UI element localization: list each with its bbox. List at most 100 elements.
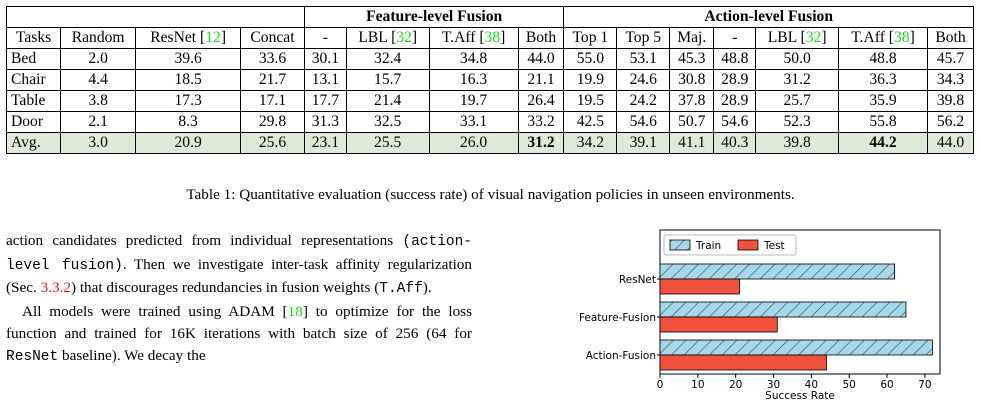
code-span: T.Aff <box>379 281 423 298</box>
table-cell: 33.2 <box>517 111 565 133</box>
text-span: ). <box>422 279 432 297</box>
column-header: T.Aff [38] <box>428 27 519 49</box>
table-cell: 55.8 <box>838 111 929 133</box>
table-cell: 23.1 <box>303 132 347 154</box>
category-label: Feature-Fusion <box>579 312 656 324</box>
column-header: Maj. <box>669 27 715 49</box>
legend-label: Train <box>695 240 721 252</box>
table-cell: 26.4 <box>517 90 565 112</box>
body-text: action candidates predicted from individ… <box>6 230 472 368</box>
table-header-spacer <box>6 6 305 28</box>
x-tick-label: 50 <box>843 379 856 391</box>
citation-link[interactable]: 38 <box>894 29 910 46</box>
table-cell: 3.0 <box>60 132 137 154</box>
table-cell: 25.7 <box>755 90 840 112</box>
table-cell: 29.8 <box>240 111 305 133</box>
table-cell: 39.8 <box>755 132 840 154</box>
citation-link[interactable]: 18 <box>287 303 303 321</box>
table-row: Avg. 3.0 20.9 25.6 23.1 25.5 26.0 31.2 34.2 39.1 4… <box>5 132 974 154</box>
table-cell: 50.7 <box>669 111 715 133</box>
table-cell: 2.0 <box>60 48 137 70</box>
citation-link[interactable]: 32 <box>396 29 412 46</box>
bar-train <box>659 263 895 280</box>
table-cell: 26.0 <box>428 132 519 154</box>
table-cell: 34.3 <box>927 69 974 91</box>
table-cell: 48.8 <box>713 48 757 70</box>
section-link[interactable]: 3.3.2 <box>40 279 71 297</box>
bar-train <box>659 339 933 356</box>
table-cell: 31.3 <box>303 111 347 133</box>
bar-test <box>659 278 740 295</box>
table-cell: 54.6 <box>713 111 757 133</box>
column-header: - <box>713 27 757 49</box>
table-cell: 32.4 <box>345 48 430 70</box>
column-header: Tasks <box>5 27 62 49</box>
column-header: Both <box>927 27 974 49</box>
table-cell: 31.2 <box>517 132 565 154</box>
table-cell: 36.3 <box>838 69 929 91</box>
table-group-header-row: Feature-level Fusion Action-level Fusion <box>6 6 974 28</box>
x-tick-label: 0 <box>657 379 664 391</box>
table-cell: 3.8 <box>60 90 137 112</box>
table-cell: 21.7 <box>240 69 305 91</box>
table-cell: 52.3 <box>755 111 840 133</box>
table-cell: 37.8 <box>669 90 715 112</box>
text-span: ) that discourages redundancies in fusio… <box>70 279 380 297</box>
results-table: Feature-level Fusion Action-level Fusion… <box>5 6 974 154</box>
table-cell: 31.2 <box>755 69 840 91</box>
table-cell: 48.8 <box>838 48 929 70</box>
table-cell: 40.3 <box>713 132 757 154</box>
table-cell: 39.8 <box>927 90 974 112</box>
table-cell: 56.2 <box>927 111 974 133</box>
column-header: LBL [32] <box>345 27 430 49</box>
table-cell: 35.9 <box>838 90 929 112</box>
table-cell: 17.3 <box>135 90 242 112</box>
column-header: LBL [32] <box>755 27 840 49</box>
citation-link[interactable]: 12 <box>205 29 221 46</box>
table-cell: 39.6 <box>135 48 242 70</box>
column-header: Top 1 <box>563 27 618 49</box>
table-body: Bed 2.0 39.6 33.6 30.1 32.4 34.8 44.0 55.0 53.1 45… <box>5 48 974 154</box>
table-cell: 15.7 <box>345 69 430 91</box>
table-cell: 17.7 <box>303 90 347 112</box>
table-cell: 55.0 <box>563 48 618 70</box>
table-cell: 13.1 <box>303 69 347 91</box>
table-cell: 4.4 <box>60 69 137 91</box>
table-cell: 45.7 <box>927 48 974 70</box>
column-header: Both <box>517 27 565 49</box>
table-cell: 44.0 <box>927 132 974 154</box>
text-span: . Then we investigate inter-task affinit… <box>6 255 472 297</box>
legend-label: Test <box>763 240 785 252</box>
category-label: ResNet <box>619 274 656 286</box>
table-cell: 28.9 <box>713 69 757 91</box>
x-tick-label: 40 <box>805 379 818 391</box>
text-span: baseline). We decay the <box>58 346 206 364</box>
table-cell: 30.1 <box>303 48 347 70</box>
table-caption: Table 1: Quantitative evaluation (succes… <box>186 186 795 203</box>
task-name-cell: Table <box>5 90 62 112</box>
bar-test <box>659 354 827 371</box>
column-header: Random <box>60 27 137 49</box>
table-cell: 24.6 <box>616 69 671 91</box>
table-cell: 24.2 <box>616 90 671 112</box>
table-cell: 25.5 <box>345 132 430 154</box>
table-cell: 19.9 <box>563 69 618 91</box>
paragraph-2: All models were trained using ADAM [18] … <box>6 301 472 368</box>
table-column-header-row: Tasks Random ResNet [12] Concat - LBL [32] T.A… <box>5 27 974 49</box>
table-cell: 53.1 <box>616 48 671 70</box>
table-cell: 34.2 <box>563 132 618 154</box>
table-row: Door 2.1 8.3 29.8 31.3 32.5 33.1 33.2 42.5 54.6 50… <box>5 111 974 133</box>
column-header: T.Aff [38] <box>838 27 929 49</box>
citation-link[interactable]: 32 <box>805 29 822 46</box>
x-tick-label: 30 <box>767 379 780 391</box>
header-feature-level-fusion: Feature-level Fusion <box>303 6 565 28</box>
table-cell: 8.3 <box>135 111 242 133</box>
paragraph-1: action candidates predicted from individ… <box>6 230 472 301</box>
header-action-level-fusion: Action-level Fusion <box>563 6 974 28</box>
table-cell: 39.1 <box>616 132 671 154</box>
x-tick-label: 70 <box>918 379 931 391</box>
table-cell: 19.5 <box>563 90 618 112</box>
citation-link[interactable]: 38 <box>484 29 501 46</box>
legend-swatch <box>669 239 691 251</box>
